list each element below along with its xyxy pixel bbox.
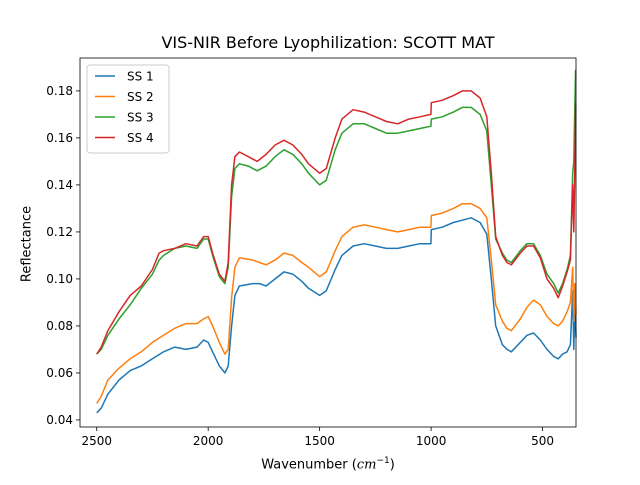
axes-border bbox=[79, 57, 577, 428]
x-tick-label: 1000 bbox=[416, 434, 447, 448]
x-axis-label-suffix: ) bbox=[389, 457, 395, 473]
y-tick-label: 0.04 bbox=[46, 413, 73, 427]
x-tick-label: 1500 bbox=[304, 434, 335, 448]
y-tick-label: 0.12 bbox=[46, 225, 73, 239]
legend-label-2: SS 2 bbox=[127, 90, 154, 104]
legend-label-3: SS 3 bbox=[127, 111, 154, 125]
x-axis-label-prefix: Wavenumber ( bbox=[261, 457, 357, 473]
x-tick-label: 2000 bbox=[193, 434, 224, 448]
x-tick-label: 2500 bbox=[81, 434, 112, 448]
chart-title: VIS-NIR Before Lyophilization: SCOTT MAT bbox=[161, 33, 495, 52]
x-tick-label: 500 bbox=[531, 434, 554, 448]
legend-label-1: SS 1 bbox=[127, 70, 154, 84]
x-axis-ticks: 2500 2000 1500 1000 500 bbox=[81, 427, 554, 448]
y-tick-label: 0.14 bbox=[46, 178, 73, 192]
x-axis-label-unit: cm bbox=[356, 457, 377, 473]
y-tick-label: 0.16 bbox=[46, 131, 73, 145]
series-line-3 bbox=[96, 69, 577, 355]
y-tick-label: 0.10 bbox=[46, 272, 73, 286]
y-tick-label: 0.18 bbox=[46, 84, 73, 98]
series-line-4 bbox=[96, 90, 577, 355]
y-tick-label: 0.06 bbox=[46, 366, 73, 380]
y-axis-label: Reflectance bbox=[19, 205, 35, 283]
x-axis-label-exponent: −1 bbox=[376, 456, 390, 466]
x-axis-label: Wavenumber (cm−1) bbox=[80, 456, 576, 472]
legend: SS 1 SS 2 SS 3 SS 4 bbox=[86, 64, 170, 154]
y-tick-label: 0.08 bbox=[46, 319, 73, 333]
y-axis-ticks: 0.04 0.06 0.08 0.10 0.12 0.14 0.16 0.18 bbox=[46, 84, 80, 427]
series-line-1 bbox=[96, 217, 577, 414]
plot-lines bbox=[96, 69, 577, 414]
legend-box bbox=[86, 64, 170, 154]
axes-frame bbox=[79, 57, 577, 428]
series-line-2 bbox=[96, 202, 577, 404]
legend-label-4: SS 4 bbox=[127, 131, 154, 145]
